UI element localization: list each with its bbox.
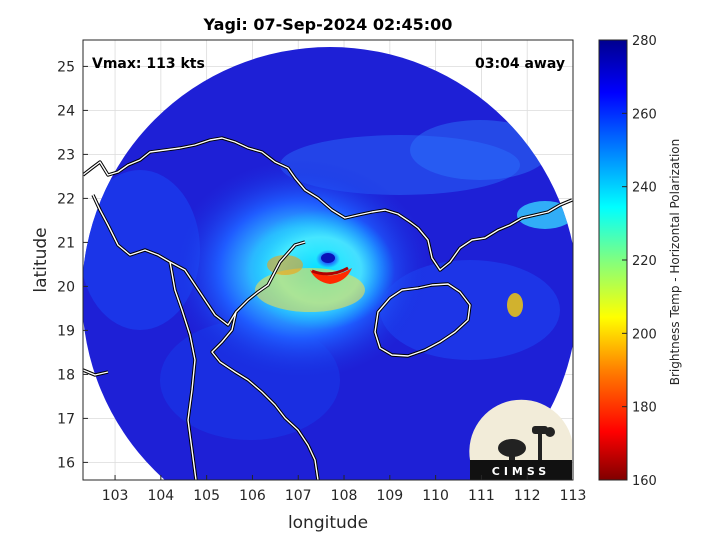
colorbar-tick-label: 180 — [632, 401, 657, 416]
colorbar-tick-label: 280 — [632, 34, 657, 49]
away-label: 03:04 away — [475, 56, 565, 72]
y-tick-label: 25 — [57, 59, 75, 75]
colorbar-ticks: 160 180 200 220 240 260 280 — [622, 34, 657, 489]
x-tick-label: 113 — [560, 488, 587, 504]
y-tick-label: 20 — [57, 279, 75, 295]
x-tick-label: 111 — [468, 488, 495, 504]
vmax-label: Vmax: 113 kts — [92, 56, 205, 72]
x-tick-label: 105 — [193, 488, 220, 504]
x-tick-label: 107 — [285, 488, 312, 504]
x-axis-ticks: 103 104 105 106 107 108 109 110 111 112 113 — [102, 475, 587, 504]
y-tick-label: 23 — [57, 147, 75, 163]
x-tick-label: 109 — [376, 488, 403, 504]
colorbar-label: Brightness Temp - Horizontal Polarizatio… — [668, 139, 682, 386]
x-tick-label: 112 — [514, 488, 541, 504]
y-tick-label: 21 — [57, 235, 75, 251]
y-tick-label: 19 — [57, 323, 75, 339]
x-tick-label: 103 — [102, 488, 129, 504]
x-tick-label: 104 — [147, 488, 174, 504]
y-axis-ticks: 16 17 18 19 20 21 22 23 24 25 — [57, 59, 88, 471]
y-tick-label: 18 — [57, 367, 75, 383]
cimss-logo: CIMSS — [469, 399, 572, 480]
x-tick-label: 106 — [239, 488, 266, 504]
y-tick-label: 24 — [57, 103, 75, 119]
x-tick-label: 110 — [422, 488, 449, 504]
colorbar-tick-label: 260 — [632, 107, 657, 122]
colorbar-tick-label: 240 — [632, 181, 657, 196]
colorbar-tick-label: 220 — [632, 254, 657, 269]
x-axis-label: longitude — [288, 513, 368, 533]
logo-text: CIMSS — [492, 465, 550, 478]
chart-title: Yagi: 07-Sep-2024 02:45:00 — [203, 15, 453, 34]
x-tick-label: 108 — [331, 488, 358, 504]
colorbar-tick-label: 160 — [632, 474, 657, 489]
y-tick-label: 17 — [57, 411, 75, 427]
y-axis-label: latitude — [31, 227, 51, 292]
y-tick-label: 22 — [57, 191, 75, 207]
colorbar-tick-label: 200 — [632, 327, 657, 342]
axes-frame — [82, 39, 574, 481]
y-tick-label: 16 — [57, 455, 75, 471]
coastlines-highlight — [83, 137, 573, 480]
